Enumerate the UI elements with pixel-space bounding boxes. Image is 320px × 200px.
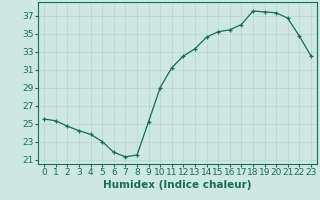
X-axis label: Humidex (Indice chaleur): Humidex (Indice chaleur) [103,180,252,190]
